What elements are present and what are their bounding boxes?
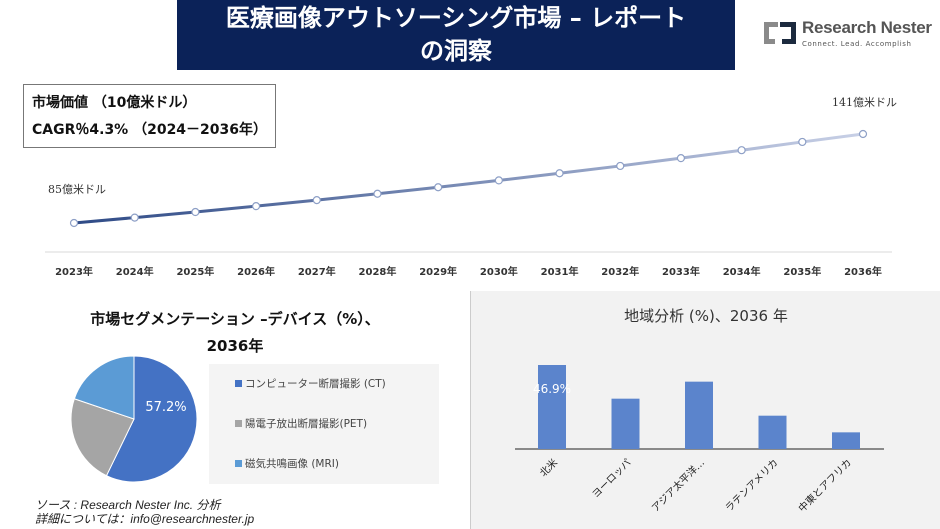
legend-item-ct: コンピューター断層撮影 (CT) (235, 376, 386, 391)
data-point (191, 207, 200, 217)
legend-label: 陽電子放出断層撮影(PET) (245, 418, 368, 430)
data-point (676, 154, 686, 163)
x-tick-label: 2023年 (55, 265, 93, 278)
data-point (858, 129, 868, 139)
research-nester-logo: Research Nester Connect. Lead. Accomplis… (760, 18, 932, 52)
bar (758, 415, 787, 449)
market-line-chart: 85億米ドル 141億米ドル 2023年 2024年 2025年 2026年 2027年… (45, 96, 897, 278)
source-note: ソース : Research Nester Inc. 分析 詳細については：in… (35, 498, 254, 526)
x-tick-label: 2030年 (480, 265, 518, 278)
x-tick-label: ヨーロッパ (590, 457, 634, 501)
legend-label: 磁気共鳴画像 (MRI) (245, 458, 339, 470)
data-point (555, 169, 564, 178)
cagr-label: CAGR％4.3% （2024－2036年） (32, 122, 268, 138)
start-value-label: 85億米ドル (48, 183, 106, 196)
regional-bar-chart: 北米 ヨーロッパ アジア太平洋… ラテンアメリカ 中東とアフリカ 46.9% (515, 365, 884, 515)
bar (538, 365, 566, 449)
x-tick-label: 2025年 (176, 265, 214, 278)
x-tick-label: 2032年 (601, 265, 639, 278)
regional-bar-panel: 地域分析 (%)、2036 年 北米 ヨーロッパ アジア太平洋… ラテンアメリカ 中東と… (470, 291, 940, 529)
data-point (130, 213, 139, 222)
bar (832, 432, 860, 449)
data-point (737, 146, 746, 155)
market-value-label: 市場価値 （10億米ドル） (32, 95, 197, 111)
x-tick-label: 2036年 (844, 265, 882, 278)
data-point (312, 196, 321, 205)
data-point (434, 183, 443, 192)
series-line (73, 132, 864, 225)
data-point (69, 218, 79, 228)
pie-title: 市場セグメンテーション –デバイス（%）、 2036年 (0, 306, 470, 360)
pie-legend: コンピューター断層撮影 (CT) 陽電子放出断層撮影(PET) 磁気共鳴画像 (… (209, 364, 439, 484)
pie-slice (73, 355, 135, 420)
title-line-2: の洞察 (420, 37, 492, 65)
logo-icon (764, 22, 796, 44)
end-value-label: 141億米ドル (832, 96, 897, 109)
x-tick-label: 2029年 (419, 265, 457, 278)
x-tick-label: 2024年 (116, 265, 154, 278)
report-title: 医療画像アウトソーシング市場 – レポート の洞察 (177, 0, 735, 70)
market-info-box: 市場価値 （10億米ドル） CAGR％4.3% （2024－2036年） (23, 84, 277, 148)
x-tick-label: 2027年 (298, 265, 336, 278)
logo-brand: Research Nester (802, 18, 932, 37)
x-tick-label: 2028年 (359, 265, 397, 278)
legend-item-mri: 磁気共鳴画像 (MRI) (235, 456, 339, 471)
x-tick-label: 中東とアフリカ (795, 456, 854, 515)
contact-line: 詳細については：info@researchnester.jp (35, 512, 255, 526)
pie-data-label: 57.2% (145, 400, 186, 415)
x-tick-label: 2031年 (541, 265, 579, 278)
pie-slice (105, 355, 198, 483)
source-line: ソース : Research Nester Inc. 分析 (35, 498, 221, 512)
data-point (373, 189, 382, 198)
x-tick-label: アジア太平洋… (649, 456, 707, 514)
x-tick-label: ラテンアメリカ (723, 457, 781, 515)
x-tick-label: 2034年 (723, 265, 761, 278)
x-tick-label: 2035年 (783, 265, 821, 278)
bar (611, 398, 640, 449)
data-point (798, 137, 807, 147)
pie-slice (70, 398, 135, 477)
x-tick-label: 北米 (537, 456, 560, 479)
data-point (494, 176, 503, 185)
legend-item-pet: 陽電子放出断層撮影(PET) (235, 416, 367, 431)
bar-data-label: 46.9% (533, 382, 571, 396)
bar-chart-title: 地域分析 (%)、2036 年 (624, 307, 788, 325)
legend-swatch (235, 380, 242, 387)
pie-title-line-1: 市場セグメンテーション –デバイス（%）、 (90, 310, 380, 328)
legend-swatch (235, 420, 242, 427)
data-point (251, 202, 261, 211)
x-tick-label: 2033年 (662, 265, 700, 278)
legend-label: コンピューター断層撮影 (CT) (245, 378, 386, 390)
x-tick-label: 2026年 (237, 265, 275, 278)
bar (685, 381, 713, 449)
title-line-1: 医療画像アウトソーシング市場 – レポート (225, 4, 687, 32)
pie-title-line-2: 2036年 (206, 337, 264, 355)
logo-tagline: Connect. Lead. Accomplish (802, 40, 912, 48)
legend-swatch (235, 460, 242, 467)
data-point (616, 161, 625, 171)
